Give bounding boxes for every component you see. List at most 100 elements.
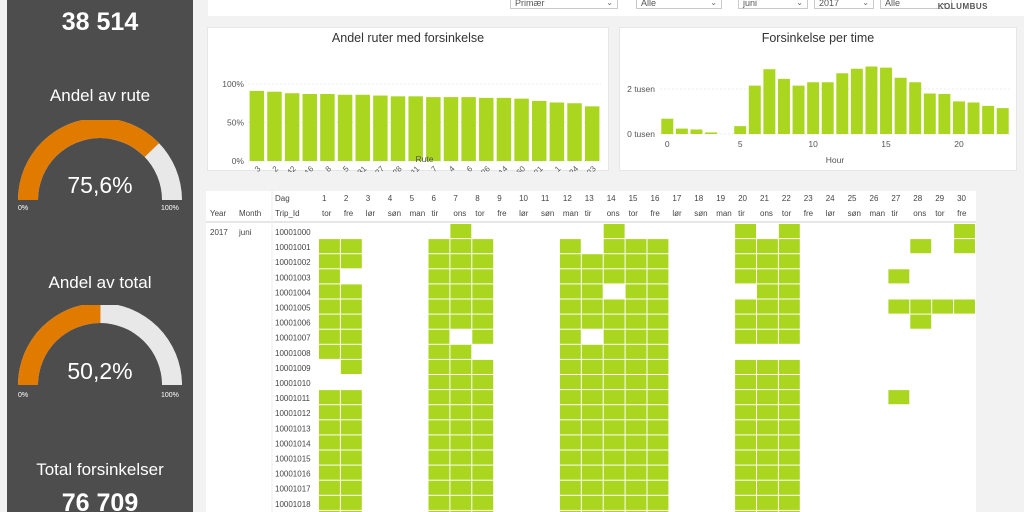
route-chart-xtick: X31 [352,164,369,172]
matrix-delay-cell [603,510,625,512]
matrix-delay-cell [603,254,625,269]
matrix-delay-cell [647,465,669,480]
filter-type-dropdown[interactable]: Primær ⌄ [510,0,618,9]
matrix-weekday: ons [453,209,466,218]
matrix-delay-cell [581,435,603,450]
route-bar-26 [479,97,494,161]
gauge-andel-av-rute[interactable] [7,120,193,210]
matrix-delay-cell [472,359,494,374]
matrix-delay-cell [340,390,362,405]
route-bar-X31 [355,94,370,161]
filter-year-dropdown[interactable]: 2017 ⌄ [814,0,874,9]
filter-route-dropdown[interactable]: Alle ⌄ [636,0,722,9]
matrix-delay-cell [581,299,603,314]
matrix-delay-cell [735,450,756,465]
route-chart-xtick: 6 [465,164,475,172]
matrix-delay-cell [778,465,800,480]
hourly-delay-chart-title: Forsinkelse per time [761,31,875,45]
trip-delay-matrix: Year Month Dag Trip_Id 1 tor 2 fre 3 lør 4 søn 5 man 6… [206,191,976,512]
hour-bar-9 [792,85,805,134]
trip-delay-matrix-grid[interactable]: Year Month Dag Trip_Id 1 tor 2 fre 3 lør 4 søn 5 man 6… [206,191,976,512]
matrix-delay-cell [559,359,581,374]
matrix-delay-cell [340,465,362,480]
matrix-delay-cell [559,420,581,435]
matrix-delay-cell [428,465,450,480]
hour-bar-17 [909,82,922,134]
matrix-delay-cell [450,269,472,284]
hourly-delay-chart[interactable]: 0 tusen 2 tusen 0 5 10 15 20 Hour [620,28,1018,172]
filter-other-dropdown[interactable]: Alle ⌄ [880,0,952,9]
matrix-delay-cell [932,299,954,314]
matrix-delay-cell [559,299,581,314]
filter-month-dropdown[interactable]: juni ⌄ [738,0,808,9]
matrix-delay-cell [472,314,494,329]
matrix-delay-cell [581,254,603,269]
matrix-delay-cell [340,405,362,420]
matrix-delay-cell [581,314,603,329]
kolumbus-logo: KOLUMBUS [937,2,988,11]
matrix-delay-cell [735,405,756,420]
matrix-trip-id: 10001010 [275,379,311,388]
matrix-weekday: søn [694,209,707,218]
matrix-day-number: 26 [870,194,879,203]
route-delay-chart[interactable]: 0%50%100%32421685X312728117462614X602112… [208,28,610,172]
matrix-day-number: 1 [322,194,327,203]
matrix-delay-cell [559,450,581,465]
matrix-delay-cell [778,269,800,284]
matrix-delay-cell [450,299,472,314]
matrix-month-label: juni [238,228,252,237]
matrix-weekday: fre [651,209,661,218]
matrix-delay-cell [603,329,625,344]
matrix-weekday: fre [497,209,507,218]
hour-chart-xtick: 15 [881,139,891,149]
matrix-delay-cell [603,269,625,284]
matrix-delay-cell [625,375,647,390]
matrix-delay-cell [340,314,362,329]
matrix-delay-cell [340,420,362,435]
matrix-delay-cell [428,344,450,359]
matrix-delay-cell [472,254,494,269]
matrix-delay-cell [319,480,340,495]
matrix-weekday: man [563,209,579,218]
matrix-delay-cell [735,314,756,329]
route-chart-ytick: 100% [222,79,244,89]
hour-bar-12 [836,73,849,134]
gauge-andel-av-total[interactable] [7,305,193,395]
matrix-delay-cell [757,495,778,510]
hour-bar-18 [923,93,936,134]
hour-bar-3 [705,132,718,134]
matrix-trip-id: 10001009 [275,364,311,373]
filter-bar: Primær ⌄ Alle ⌄ juni ⌄ 2017 ⌄ Alle ⌄ KOLUMBUS [208,0,1024,16]
matrix-delay-cell [319,495,340,510]
matrix-delay-cell [735,375,756,390]
route-chart-xtick: 4 [447,164,457,172]
matrix-weekday: tor [935,209,945,218]
matrix-delay-cell [340,284,362,299]
matrix-day-number: 23 [804,194,813,203]
matrix-delay-cell [757,329,778,344]
matrix-delay-cell [472,239,494,254]
route-bar-7 [426,97,441,161]
matrix-trip-id: 10001012 [275,409,311,418]
matrix-day-number: 17 [672,194,681,203]
matrix-day-number: 6 [432,194,437,203]
matrix-delay-cell [450,254,472,269]
matrix-weekday: tir [891,209,898,218]
hour-chart-ytick: 0 tusen [627,129,655,139]
route-bar-3 [249,90,265,161]
matrix-day-number: 19 [716,194,725,203]
matrix-delay-cell [603,480,625,495]
route-bar-X60 [514,98,529,161]
matrix-delay-cell [472,450,494,465]
matrix-delay-cell [450,420,472,435]
matrix-delay-cell [625,299,647,314]
matrix-delay-cell [340,329,362,344]
matrix-delay-cell [581,269,603,284]
matrix-delay-cell [735,480,756,495]
matrix-trip-id: 10001015 [275,455,311,464]
matrix-delay-cell [778,359,800,374]
matrix-delay-cell [472,269,494,284]
matrix-day-number: 27 [891,194,900,203]
route-bar-42 [284,93,300,161]
matrix-delay-cell [450,239,472,254]
